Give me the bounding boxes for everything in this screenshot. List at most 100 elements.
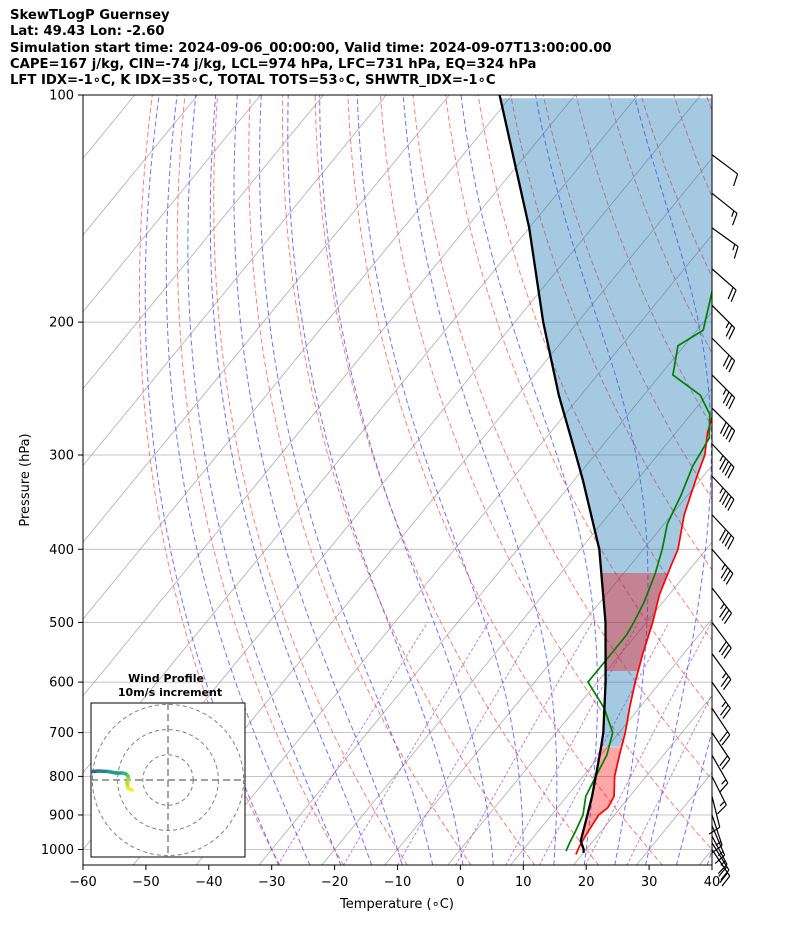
barb-flag	[728, 360, 736, 373]
barb-shaft	[711, 849, 731, 877]
indices-line: CAPE=167 j/kg, CIN=-74 j/kg, LCL=974 hPa…	[10, 56, 537, 72]
barb-shaft	[711, 708, 731, 736]
isotherm-line	[83, 95, 387, 467]
barb-flag	[727, 287, 734, 300]
barb-flag	[727, 466, 735, 479]
x-tick-label: 20	[578, 875, 595, 890]
barb-half-flag	[721, 701, 727, 708]
barb-shaft	[711, 814, 723, 846]
wind-barb	[711, 154, 739, 187]
moist-adiabat-line	[144, 95, 280, 865]
barb-flag	[717, 863, 728, 874]
dry-adiabat-line	[510, 95, 712, 571]
barb-half-flag	[720, 860, 726, 866]
isotherm-line	[83, 95, 576, 697]
wind-barbs	[708, 154, 739, 887]
isotherm-line	[321, 388, 712, 865]
barb-flag	[716, 804, 727, 815]
barb-flag	[722, 424, 730, 437]
isotherm-line	[195, 234, 712, 865]
dry-adiabat-line	[379, 95, 712, 851]
barb-flag	[724, 463, 732, 476]
isotherm-line	[510, 618, 712, 865]
moist-adiabat-line	[319, 95, 494, 865]
isotherm-line	[572, 695, 712, 865]
dry-adiabat-line	[347, 95, 664, 865]
dry-adiabat-line	[477, 95, 712, 641]
barb-half-flag	[717, 851, 724, 857]
barb-flag	[725, 427, 733, 440]
isotherm-line	[83, 95, 513, 620]
barb-flag	[723, 647, 732, 659]
wind-barb	[711, 304, 736, 340]
barb-flag	[719, 755, 729, 767]
moist-adiabat-line	[209, 95, 373, 865]
barb-flag	[719, 490, 727, 503]
dry-adiabat-line	[213, 95, 408, 865]
barb-flag	[728, 327, 736, 340]
x-tick-label: 0	[456, 875, 464, 890]
location-line: Lat: 49.43 Lon: -2.60	[10, 24, 165, 40]
wind-barb	[711, 443, 735, 479]
mixing-ratio-line	[277, 622, 429, 865]
barb-flag	[728, 430, 736, 443]
barb-half-flag	[719, 455, 724, 462]
x-tick-label: −60	[69, 875, 96, 890]
dry-adiabat-line	[739, 95, 794, 866]
isotherm-line	[83, 95, 450, 543]
barb-shaft	[711, 653, 732, 680]
barb-half-flag	[732, 243, 736, 251]
barb-half-flag	[720, 603, 725, 610]
barb-flag	[722, 354, 730, 367]
barb-flag	[721, 493, 729, 506]
barb-flag	[719, 872, 729, 884]
wind-barb	[711, 268, 737, 302]
wind-barb	[711, 374, 736, 410]
barb-flag	[725, 394, 733, 407]
moist-adiabat-line	[187, 95, 342, 865]
x-tick-label: −30	[258, 875, 285, 890]
barb-shaft	[711, 796, 721, 828]
barb-flag	[727, 537, 735, 550]
barb-shaft	[711, 754, 729, 784]
wind-barb	[711, 776, 727, 815]
barb-shaft	[711, 154, 738, 175]
mixing-ratio-line	[584, 622, 712, 865]
wind-barb	[711, 407, 736, 443]
hodograph-ring	[91, 703, 245, 857]
dewpoint-line	[565, 288, 712, 852]
barb-half-flag	[721, 672, 727, 679]
cin-fill	[580, 747, 622, 841]
y-tick-label: 800	[49, 770, 74, 785]
y-tick-label: 100	[49, 89, 74, 104]
indices-line-2: LFT IDX=-1∘C, K IDX=35∘C, TOTAL TOTS=53∘…	[10, 73, 496, 89]
dry-adiabat-line	[176, 95, 345, 865]
barb-flag	[725, 324, 733, 337]
dry-adiabat-line	[771, 95, 794, 866]
wind-barb	[711, 754, 729, 793]
y-tick-label: 900	[49, 808, 74, 823]
barb-shaft	[711, 374, 736, 399]
dry-adiabat-line	[575, 95, 712, 428]
barb-shaft	[711, 514, 735, 539]
barb-flag	[730, 289, 737, 302]
y-tick-label: 1000	[41, 843, 74, 858]
y-tick-label: 600	[49, 676, 74, 691]
barb-shaft	[711, 337, 736, 362]
x-tick-label: −40	[195, 875, 222, 890]
barb-flag	[724, 534, 732, 547]
wind-barb	[711, 337, 736, 373]
barb-shaft	[711, 475, 735, 500]
isotherm-line	[83, 95, 198, 236]
axes: −60 −50 −40 −30 −20 −10 0 10 20 30 40 100 200 300 400 5…	[41, 89, 720, 891]
wind-barb	[711, 587, 733, 625]
barb-flag	[725, 357, 733, 370]
hodograph-trace	[78, 772, 83, 774]
wind-barb	[711, 849, 731, 887]
barb-shaft	[711, 622, 732, 649]
moist-adiabat-line	[460, 95, 598, 865]
barb-flag	[722, 707, 731, 719]
time-line: Simulation start time: 2024-09-06_00:00:…	[10, 40, 612, 56]
barb-flag	[721, 644, 730, 656]
